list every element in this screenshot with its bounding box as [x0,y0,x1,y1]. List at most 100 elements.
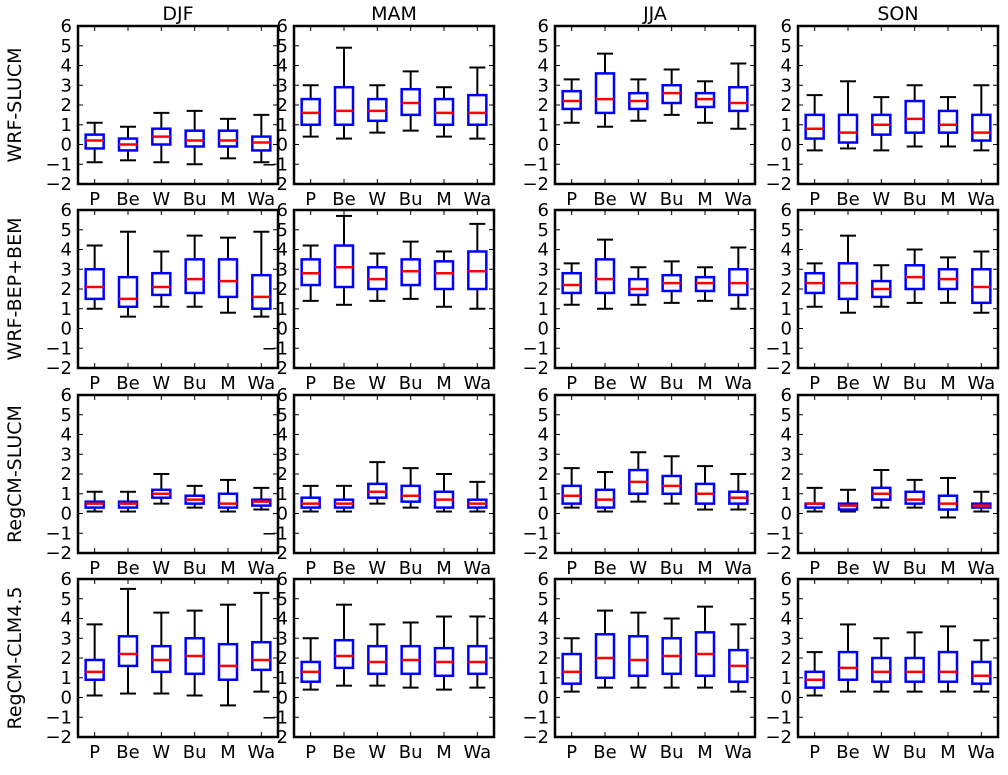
xtick-label-wrf-bep-bem-son: P [809,373,820,394]
box-wrf-bep-bem-djf-bu [184,258,205,295]
ytick-label-wrf-bep-bem-jja: 0 [538,319,549,340]
ytick-label-regcm-slucm-mam: 5 [277,405,288,426]
xtick-label-wrf-slucm-son: P [809,189,820,210]
panel-frame-wrf-slucm-son [796,24,1000,186]
xtick-label-regcm-slucm-jja: M [697,558,713,579]
xtick-label-wrf-bep-bem-djf: P [89,373,100,394]
ytick-label-wrf-slucm-son: 0 [781,135,792,156]
xtick-label-wrf-slucm-djf: Be [116,189,139,210]
xtick-label-regcm-slucm-jja: W [629,558,647,579]
ytick-label-wrf-bep-bem-djf: −2 [45,358,72,379]
ytick-label-regcm-slucm-jja: 3 [538,444,549,465]
xtick-label-wrf-slucm-son: Be [836,189,859,210]
box-wrf-bep-bem-mam-m [433,260,455,291]
ytick-label-wrf-bep-bem-jja: 4 [538,240,549,261]
xtick-label-regcm-slucm-djf: Wa [247,558,275,579]
ytick-label-regcm-slucm-jja: −2 [522,543,549,564]
xtick-label-wrf-bep-bem-son: M [940,373,956,394]
ytick-label-wrf-bep-bem-djf: 2 [61,279,72,300]
xtick-label-wrf-slucm-mam: Wa [463,189,491,210]
ytick-label-regcm-slucm-son: 6 [781,385,792,406]
ytick-label-wrf-bep-bem-mam: 0 [277,319,288,340]
xtick-label-wrf-bep-bem-jja: Wa [724,373,752,394]
xtick-label-regcm-clm4-5-djf: W [152,742,170,763]
ytick-label-wrf-bep-bem-djf: 6 [61,200,72,221]
ytick-label-regcm-clm4-5-mam: 5 [277,589,288,610]
ytick-label-regcm-clm4-5-mam: −2 [261,727,288,748]
box-wrf-slucm-son-be [837,113,859,144]
ytick-label-regcm-clm4-5-djf: 0 [61,688,72,709]
ytick-label-regcm-clm4-5-jja: 3 [538,628,549,649]
ytick-label-wrf-slucm-mam: −1 [261,154,288,175]
ytick-label-regcm-clm4-5-son: 2 [781,648,792,669]
xtick-label-wrf-slucm-mam: Bu [399,189,423,210]
ytick-label-wrf-bep-bem-jja: 6 [538,200,549,221]
ytick-label-wrf-slucm-son: 2 [781,95,792,116]
ytick-label-wrf-slucm-son: 3 [781,75,792,96]
xtick-label-regcm-clm4-5-jja: Be [593,742,616,763]
ytick-label-regcm-slucm-mam: −1 [261,523,288,544]
xtick-label-wrf-slucm-mam: M [436,189,452,210]
xtick-label-regcm-slucm-son: Bu [903,558,927,579]
ytick-label-wrf-slucm-mam: 4 [277,56,288,77]
ytick-label-regcm-slucm-djf: 1 [61,484,72,505]
xtick-label-wrf-bep-bem-djf: W [152,373,170,394]
ytick-label-wrf-slucm-son: 5 [781,36,792,57]
ytick-label-regcm-slucm-son: 4 [781,425,792,446]
panel-frame-regcm-slucm-djf [76,393,280,555]
ytick-label-wrf-slucm-mam: 6 [277,16,288,37]
panel-frame-wrf-bep-bem-djf [76,208,280,370]
box-regcm-clm4-5-son-be [837,650,859,681]
box-wrf-slucm-mam-wa [467,93,488,126]
ytick-label-regcm-slucm-jja: 0 [538,504,549,525]
ytick-label-wrf-bep-bem-son: 2 [781,279,792,300]
box-wrf-bep-bem-djf-wa [251,273,272,310]
ytick-label-wrf-bep-bem-son: 6 [781,200,792,221]
ytick-label-regcm-slucm-djf: 0 [61,504,72,525]
ytick-label-regcm-clm4-5-son: 6 [781,569,792,590]
season-title-jja: JJA [642,3,667,25]
xtick-label-regcm-slucm-mam: M [436,558,452,579]
xtick-label-regcm-slucm-jja: Be [593,558,616,579]
ytick-label-regcm-clm4-5-mam: 3 [277,628,288,649]
box-wrf-slucm-son-m [937,109,959,134]
ytick-label-regcm-slucm-son: −1 [765,523,792,544]
xtick-label-wrf-slucm-jja: W [629,189,647,210]
ytick-label-wrf-bep-bem-jja: 2 [538,279,549,300]
panel-frame-regcm-clm4-5-son [796,577,1000,739]
ytick-label-wrf-bep-bem-son: 5 [781,220,792,241]
ytick-label-regcm-clm4-5-jja: 4 [538,609,549,630]
season-title-son: SON [877,3,918,25]
xtick-label-regcm-clm4-5-mam: M [436,742,452,763]
ytick-label-wrf-slucm-son: 6 [781,16,792,37]
box-wrf-bep-bem-jja-p [561,271,582,295]
ytick-label-wrf-bep-bem-mam: 1 [277,299,288,320]
ytick-label-regcm-slucm-djf: 5 [61,405,72,426]
ytick-label-regcm-clm4-5-jja: −1 [522,707,549,728]
ytick-label-wrf-slucm-jja: 5 [538,36,549,57]
ytick-label-regcm-clm4-5-son: 3 [781,628,792,649]
xtick-label-wrf-bep-bem-mam: Wa [463,373,491,394]
xtick-label-regcm-slucm-son: M [940,558,956,579]
ytick-label-regcm-clm4-5-jja: 6 [538,569,549,590]
box-regcm-clm4-5-djf-wa [251,640,272,672]
ytick-label-wrf-bep-bem-jja: 5 [538,220,549,241]
model-label-wrf-slucm: WRF-SLUCM [4,47,26,162]
ytick-label-regcm-clm4-5-son: 5 [781,589,792,610]
xtick-label-wrf-slucm-jja: Wa [724,189,752,210]
xtick-label-wrf-slucm-djf: P [89,189,100,210]
ytick-label-wrf-slucm-jja: 1 [538,115,549,136]
ytick-label-regcm-slucm-son: 2 [781,464,792,485]
xtick-label-wrf-slucm-jja: P [566,189,577,210]
ytick-label-wrf-bep-bem-mam: 3 [277,259,288,280]
xtick-label-regcm-clm4-5-son: Be [836,742,859,763]
ytick-label-wrf-bep-bem-djf: 3 [61,259,72,280]
xtick-label-regcm-slucm-son: Wa [967,558,995,579]
season-title-djf: DJF [162,3,193,25]
ytick-label-wrf-slucm-djf: 3 [61,75,72,96]
xtick-label-wrf-bep-bem-mam: P [305,373,316,394]
ytick-label-regcm-clm4-5-son: 4 [781,609,792,630]
box-regcm-clm4-5-son-m [937,650,959,683]
ytick-label-regcm-clm4-5-jja: 5 [538,589,549,610]
xtick-label-wrf-bep-bem-son: Bu [903,373,927,394]
